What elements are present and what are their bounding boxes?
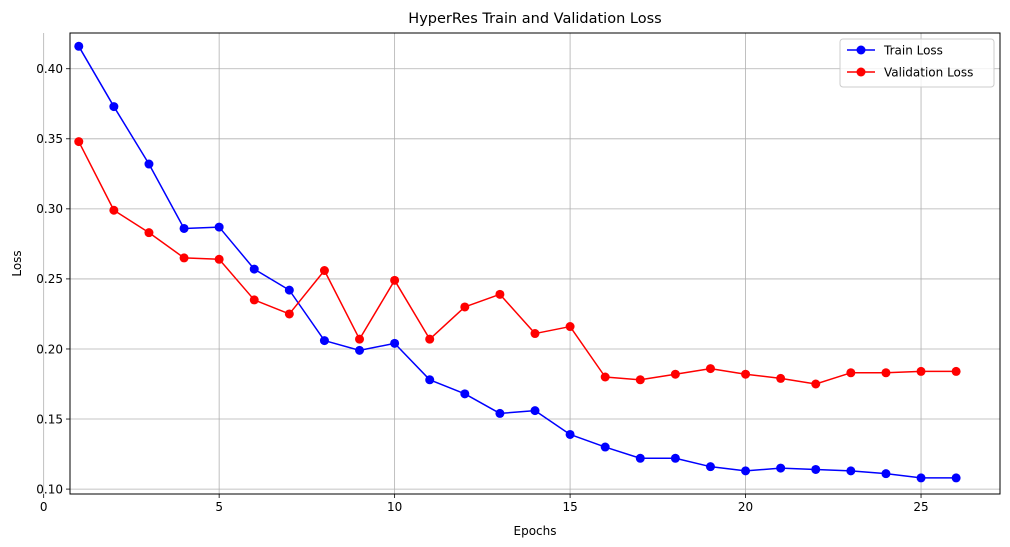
data-point-validation-loss — [425, 334, 435, 344]
chart-title: HyperRes Train and Validation Loss — [408, 11, 661, 27]
x-tick-label: 0 — [40, 500, 48, 514]
legend: Train Loss Validation Loss — [839, 38, 995, 88]
data-point-train-loss — [565, 429, 575, 439]
legend-box — [839, 38, 995, 88]
data-point-validation-loss — [635, 375, 645, 385]
data-point-validation-loss — [390, 275, 400, 285]
data-point-validation-loss — [916, 366, 926, 376]
data-point-train-loss — [74, 41, 84, 51]
legend-label-train-loss: Train Loss — [883, 44, 943, 58]
y-axis-title: Loss — [10, 250, 24, 276]
data-point-validation-loss — [565, 322, 575, 332]
series-layer — [74, 41, 961, 483]
data-point-train-loss — [916, 473, 926, 483]
data-point-validation-loss — [705, 364, 715, 374]
x-tick-label: 25 — [913, 500, 928, 514]
data-point-validation-loss — [741, 369, 751, 379]
x-tick-label: 10 — [387, 500, 402, 514]
data-point-train-loss — [776, 463, 786, 473]
data-point-validation-loss — [530, 329, 540, 339]
y-tick-label: 0.10 — [36, 482, 63, 496]
data-point-train-loss — [881, 469, 891, 479]
grid — [43, 33, 1000, 494]
data-point-train-loss — [144, 159, 154, 169]
data-point-validation-loss — [284, 309, 294, 319]
data-point-train-loss — [425, 375, 435, 385]
series-line-validation-loss — [78, 141, 957, 385]
data-point-validation-loss — [881, 368, 891, 378]
plot-area-frame — [69, 32, 1001, 495]
data-point-train-loss — [319, 336, 329, 346]
x-tick-label: 5 — [215, 500, 223, 514]
data-point-validation-loss — [214, 254, 224, 264]
y-tick-label: 0.35 — [36, 132, 63, 146]
data-point-validation-loss — [495, 289, 505, 299]
data-point-validation-loss — [600, 372, 610, 382]
data-point-validation-loss — [249, 295, 259, 305]
data-point-train-loss — [600, 442, 610, 452]
y-tick-label: 0.20 — [36, 342, 63, 356]
y-tick-label: 0.40 — [36, 62, 63, 76]
data-point-train-loss — [460, 389, 470, 399]
y-tick-label: 0.25 — [36, 272, 63, 286]
y-tick-label: 0.15 — [36, 412, 63, 426]
data-point-train-loss — [670, 453, 680, 463]
ticks: 0 5 10 15 20 25 0.10 0.15 0.20 0.25 0.30 0.35 0.40 — [36, 62, 928, 514]
data-point-train-loss — [846, 466, 856, 476]
x-tick-label: 20 — [738, 500, 753, 514]
data-point-validation-loss — [355, 334, 365, 344]
data-point-train-loss — [109, 102, 119, 112]
data-point-validation-loss — [179, 253, 189, 263]
x-tick-label: 15 — [562, 500, 577, 514]
legend-marker-train-loss — [856, 45, 866, 55]
data-point-validation-loss — [144, 228, 154, 238]
x-axis-title: Epochs — [514, 524, 557, 538]
data-point-validation-loss — [951, 366, 961, 376]
data-point-validation-loss — [109, 205, 119, 215]
data-point-validation-loss — [670, 369, 680, 379]
y-tick-label: 0.30 — [36, 202, 63, 216]
legend-marker-validation-loss — [856, 67, 866, 77]
data-point-train-loss — [495, 408, 505, 418]
data-point-train-loss — [705, 462, 715, 472]
data-point-train-loss — [179, 223, 189, 233]
data-point-train-loss — [811, 464, 821, 474]
data-point-validation-loss — [846, 368, 856, 378]
data-point-train-loss — [635, 453, 645, 463]
legend-label-validation-loss: Validation Loss — [884, 66, 973, 80]
data-point-validation-loss — [776, 373, 786, 383]
series-line-train-loss — [78, 45, 957, 479]
data-point-train-loss — [355, 345, 365, 355]
data-point-train-loss — [284, 285, 294, 295]
data-point-train-loss — [951, 473, 961, 483]
data-point-validation-loss — [460, 302, 470, 312]
data-point-train-loss — [214, 222, 224, 232]
data-point-train-loss — [249, 264, 259, 274]
data-point-validation-loss — [74, 137, 84, 147]
data-point-validation-loss — [319, 266, 329, 276]
data-point-train-loss — [741, 466, 751, 476]
data-point-train-loss — [390, 338, 400, 348]
data-point-train-loss — [530, 406, 540, 416]
data-point-validation-loss — [811, 379, 821, 389]
